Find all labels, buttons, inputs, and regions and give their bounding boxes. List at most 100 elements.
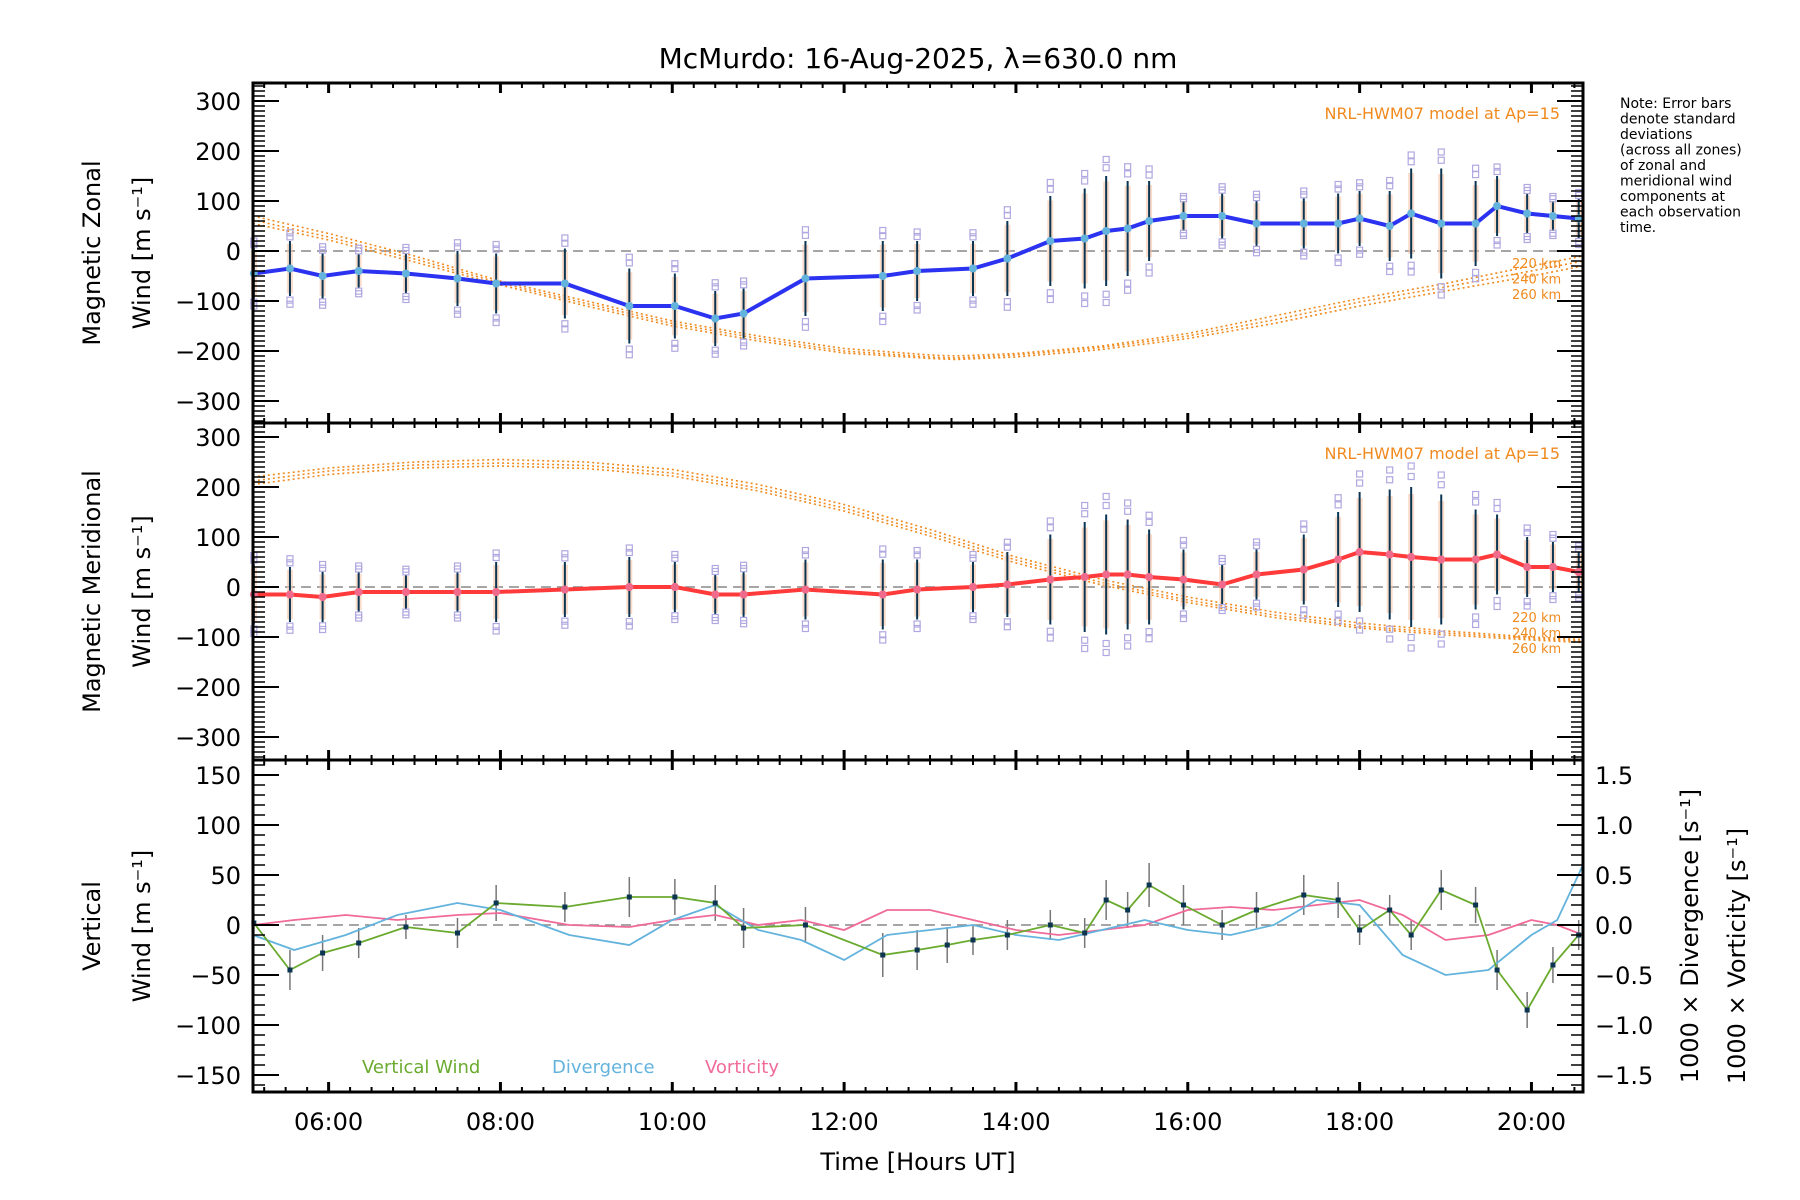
data-point — [1493, 202, 1502, 210]
model-curve-240km — [252, 462, 1584, 642]
right-tick-label: −1.0 — [1595, 1012, 1653, 1040]
zone-point — [1549, 592, 1557, 600]
zone-point — [1386, 466, 1394, 474]
data-point — [1123, 224, 1132, 233]
zone-point — [1300, 191, 1308, 199]
note-line: Note: Error bars — [1620, 96, 1731, 112]
x-tick-label: 20:00 — [1497, 1108, 1566, 1136]
data-point — [1437, 555, 1446, 564]
zone-point — [1493, 236, 1501, 245]
data-point — [401, 269, 410, 278]
zone-point — [1407, 151, 1415, 159]
zone-point — [1356, 183, 1364, 191]
zone-point — [1218, 241, 1226, 249]
zone-point — [1472, 620, 1480, 629]
panel-frame — [251, 758, 1585, 1094]
y-axis-title-line1: Magnetic Meridional — [78, 470, 106, 713]
zone-point — [879, 545, 887, 553]
model-curve-260km — [252, 465, 1584, 644]
note-line: meridional wind — [1620, 174, 1732, 190]
zone-point — [1437, 640, 1445, 648]
data-point — [560, 279, 569, 288]
zone-point — [1300, 525, 1308, 533]
y-tick-label: 100 — [195, 812, 241, 840]
zone-point — [1252, 599, 1261, 607]
y-tick-label: 150 — [195, 762, 241, 790]
zone-point — [318, 625, 327, 634]
zone-point — [1407, 633, 1415, 642]
vertical-wind-point — [1335, 897, 1341, 903]
zone-point — [1145, 269, 1153, 277]
zone-point — [1523, 235, 1531, 244]
zone-point — [1407, 268, 1415, 276]
data-point — [1218, 580, 1227, 589]
zone-point — [1437, 148, 1445, 156]
series-line-zonal — [253, 203, 1579, 321]
vertical-wind-point — [1357, 927, 1363, 933]
zone-point — [318, 301, 327, 309]
y-tick-label: 0 — [226, 238, 241, 266]
zone-point — [1102, 298, 1110, 307]
zone-point — [711, 350, 719, 358]
zone-point — [1124, 642, 1132, 650]
zone-point — [969, 550, 977, 559]
zone-point — [739, 620, 748, 628]
zone-point — [1334, 180, 1342, 189]
vertical-wind-point — [1047, 922, 1053, 928]
zone-point — [1549, 192, 1557, 201]
zone-point — [1472, 613, 1480, 621]
zone-point — [1472, 268, 1480, 276]
zone-point — [1145, 171, 1153, 179]
y-tick-label: 100 — [195, 524, 241, 552]
y-tick-label: 50 — [210, 862, 241, 890]
y-tick-label: 100 — [195, 188, 241, 216]
zone-point — [969, 300, 977, 308]
zone-point — [801, 551, 810, 559]
zone-point — [286, 300, 294, 308]
zone-point — [1179, 614, 1188, 623]
zone-point — [1549, 530, 1557, 539]
zone-point — [625, 622, 633, 630]
zone-point — [1218, 554, 1226, 563]
zone-point — [671, 615, 679, 624]
altitude-label: 220 km — [1512, 611, 1561, 626]
y-axis-title-line1: Vertical — [78, 881, 106, 971]
x-tick-label: 06:00 — [294, 1108, 363, 1136]
zone-point — [286, 296, 294, 304]
zone-point — [1356, 626, 1364, 634]
vertical-wind-point — [1494, 967, 1500, 973]
zone-point — [453, 239, 462, 247]
note-line: (across all zones) — [1620, 143, 1742, 159]
note-line: denote standard — [1620, 112, 1736, 128]
model-curve-240km — [252, 219, 1584, 359]
altitude-label: 260 km — [1512, 288, 1561, 303]
zone-point — [1003, 623, 1011, 631]
y-tick-label: −50 — [190, 962, 241, 990]
zone-point — [1437, 481, 1445, 489]
zone-point — [711, 616, 719, 625]
zone-point — [1145, 165, 1153, 173]
zone-point — [453, 243, 462, 251]
data-point — [878, 590, 887, 599]
y-axis-title-line2: Wind [m s⁻¹] — [128, 515, 156, 667]
zone-point — [1102, 639, 1110, 648]
zone-point — [492, 627, 500, 635]
note-line: deviations — [1620, 127, 1692, 143]
zone-point — [879, 317, 887, 326]
right-tick-label: 1.5 — [1595, 762, 1633, 790]
zone-point — [625, 544, 633, 552]
note-line: time. — [1620, 220, 1656, 236]
zone-point — [1334, 617, 1342, 625]
zone-point — [1145, 518, 1153, 526]
zone-point — [286, 233, 294, 241]
zone-point — [453, 306, 462, 314]
zone-point — [1386, 182, 1394, 190]
data-point — [1407, 209, 1416, 218]
zone-point — [1102, 648, 1110, 657]
zone-point — [1549, 534, 1557, 542]
zone-point — [1300, 606, 1308, 614]
zone-point — [1300, 611, 1308, 619]
zone-point — [879, 226, 887, 235]
